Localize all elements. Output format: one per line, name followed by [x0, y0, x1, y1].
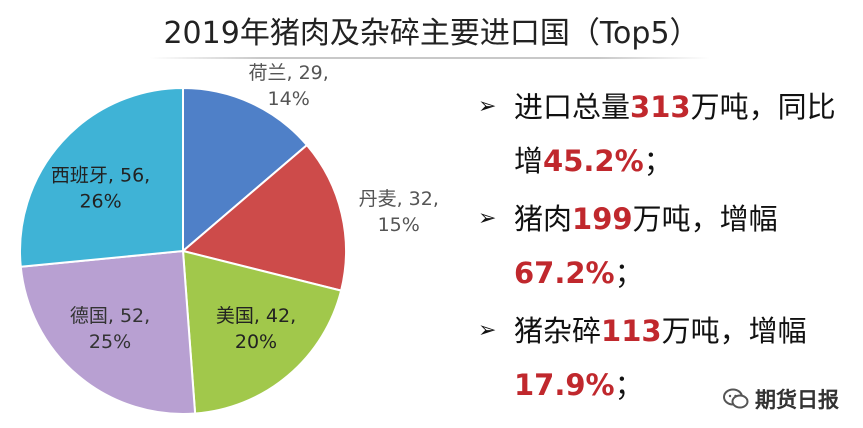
- bullet-pork: ➢ 猪肉199万吨，增幅 67.2%；: [474, 192, 854, 300]
- pie-label-1: 荷兰, 29, 14%: [249, 62, 329, 110]
- bullet-number: 113: [601, 314, 662, 348]
- bullet-number: 313: [630, 90, 691, 124]
- pie-slice-3: [181, 249, 343, 415]
- bullet-offal: ➢ 猪杂碎113万吨，增幅 17.9%；: [474, 304, 854, 412]
- bullet-number: 199: [572, 202, 633, 236]
- bullet-text: 猪肉: [514, 202, 573, 236]
- pie-label-3: 美国, 42, 20%: [216, 305, 296, 353]
- pie-label-4: 德国, 52, 25%: [70, 305, 150, 353]
- bullet-text: 万吨，增幅: [661, 314, 807, 348]
- arrow-bullet-icon: ➢: [478, 94, 497, 119]
- watermark: 期货日报: [723, 384, 839, 414]
- bullet-text: 猪杂碎: [514, 314, 602, 348]
- watermark-text: 期货日报: [755, 388, 839, 412]
- pie-chart: 荷兰, 29, 14% 丹麦, 32, 15% 美国, 42, 20% 德国, 52, 25%…: [19, 62, 439, 415]
- bullet-text: 进口总量: [514, 90, 631, 124]
- pie-slice-5: [19, 86, 184, 268]
- bullet-number: 17.9%: [514, 368, 615, 402]
- bullet-text: 万吨，同比增: [514, 90, 836, 178]
- bullet-number: 45.2%: [543, 144, 644, 178]
- arrow-bullet-icon: ➢: [478, 318, 497, 343]
- bullet-text: ；: [614, 368, 644, 402]
- bullet-text: ；: [643, 144, 673, 178]
- pie-label-5: 西班牙, 56, 26%: [51, 164, 150, 212]
- title-divider: [150, 57, 710, 59]
- bullet-text: ；: [614, 256, 644, 290]
- pie-slice-4: [19, 249, 197, 415]
- bullet-total: ➢ 进口总量313万吨，同比增45.2%；: [474, 80, 854, 188]
- bullet-text: 万吨，增幅: [632, 202, 778, 236]
- chart-title: 2019年猪肉及杂碎主要进口国（Top5）: [163, 16, 700, 51]
- arrow-bullet-icon: ➢: [478, 206, 497, 231]
- wechat-icon: [723, 388, 749, 409]
- summary-bullets: ➢ 进口总量313万吨，同比增45.2%； ➢ 猪肉199万吨，增幅 67.2%；…: [474, 80, 854, 416]
- pie-slice-1: [182, 86, 309, 254]
- pie-slice-2: [180, 143, 347, 292]
- bullet-number: 67.2%: [514, 256, 615, 290]
- pie-label-2: 丹麦, 32, 15%: [359, 188, 439, 236]
